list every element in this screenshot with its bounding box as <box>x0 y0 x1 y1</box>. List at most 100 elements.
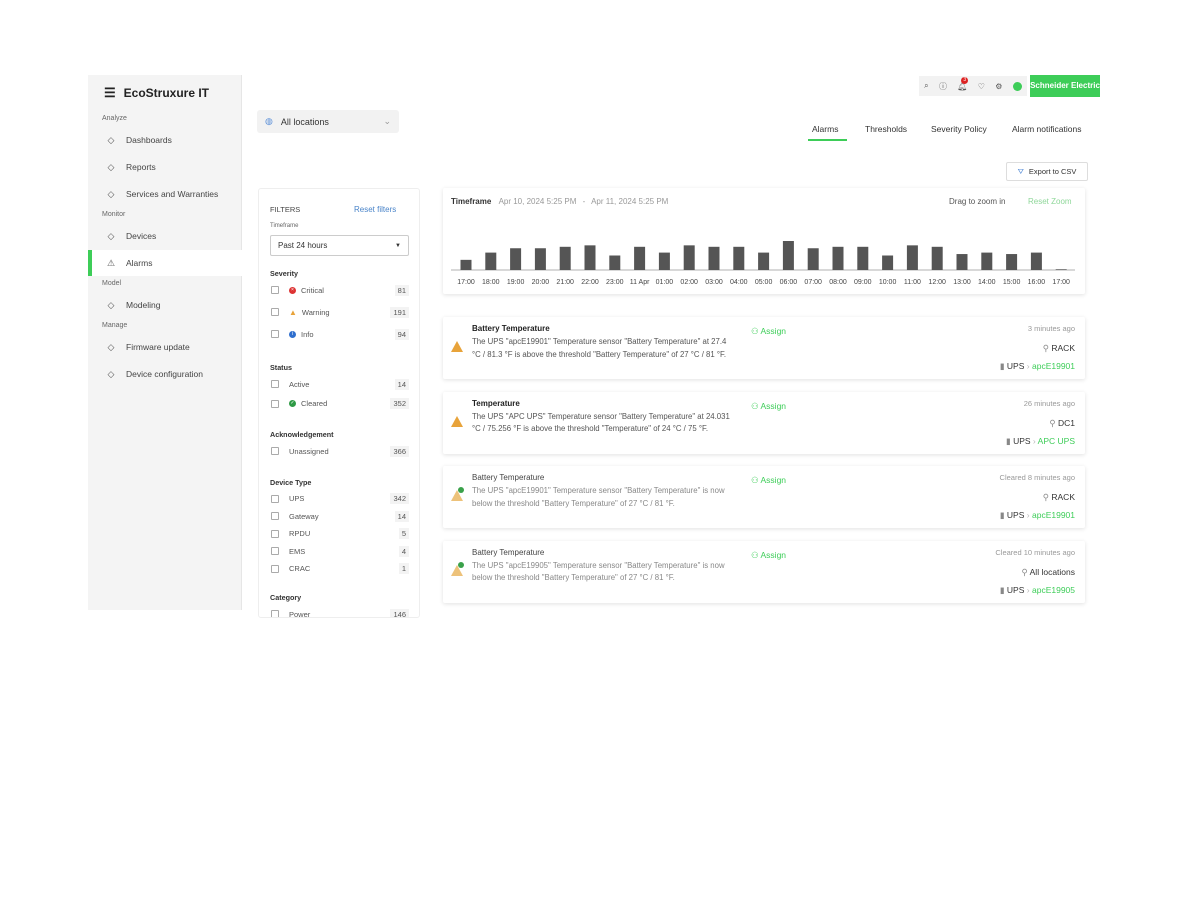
bar[interactable] <box>733 246 745 270</box>
search-icon[interactable]: ⌕ <box>924 81 929 90</box>
bar[interactable] <box>906 245 918 270</box>
bar[interactable] <box>683 245 695 270</box>
filter-group-title: Category <box>270 593 302 602</box>
tab-alarm-notifications[interactable]: Alarm notifications <box>1012 124 1082 134</box>
device-link[interactable]: apcE19901 <box>1031 361 1075 371</box>
tab-thresholds[interactable]: Thresholds <box>865 124 908 134</box>
alarm-card[interactable]: Battery Temperature The UPS "apcE19905" … <box>443 540 1085 603</box>
checkbox[interactable] <box>271 308 279 316</box>
filter-option[interactable]: Power 146 <box>271 607 409 617</box>
x-tick-label: 20:00 <box>532 279 550 286</box>
filter-option[interactable]: UPS 342 <box>271 492 409 506</box>
bar[interactable] <box>460 259 472 270</box>
bar[interactable] <box>931 246 943 270</box>
checkbox[interactable] <box>271 494 279 503</box>
assign-button[interactable]: ⚇ Assign <box>751 400 787 411</box>
alarm-location: ⚲ DC1 <box>1049 417 1075 428</box>
alarm-card[interactable]: Battery Temperature The UPS "apcE19901" … <box>443 466 1085 528</box>
bar[interactable] <box>807 248 819 270</box>
sidebar-item-reports[interactable]: ◇ Reports <box>107 161 156 173</box>
menu-icon[interactable]: ☰ <box>104 85 116 100</box>
device-icon: ◇ <box>107 230 115 241</box>
bar[interactable] <box>1030 252 1042 270</box>
checkbox[interactable] <box>271 330 279 338</box>
filter-option[interactable]: Gateway 14 <box>271 509 409 523</box>
checkbox[interactable] <box>271 547 279 555</box>
filter-group-title: Acknowledgement <box>270 430 334 439</box>
bar[interactable] <box>634 246 646 270</box>
alarm-device: ▮ UPS › apcE19901 <box>999 361 1075 371</box>
bar[interactable] <box>510 248 522 270</box>
app-logo: ☰ EcoStruxure IT <box>104 85 210 100</box>
cleared-icon: ✓ <box>289 400 296 407</box>
device-link[interactable]: apcE19901 <box>1031 510 1075 520</box>
device-link[interactable]: apcE19905 <box>1031 584 1075 595</box>
help-icon[interactable]: ⓘ <box>938 81 947 91</box>
sidebar-item-devices[interactable]: ◇ Devices <box>107 230 157 242</box>
alarm-card[interactable]: Temperature The UPS "APC UPS" Temperatur… <box>443 391 1085 454</box>
bar[interactable] <box>882 255 894 271</box>
ups-icon: ▮ <box>999 361 1007 371</box>
bar[interactable] <box>584 245 596 270</box>
timeframe-select[interactable]: Past 24 hours ▼ <box>270 235 409 256</box>
checkbox[interactable] <box>271 529 279 538</box>
filter-option[interactable]: Unassigned 366 <box>271 444 409 458</box>
tab-alarms[interactable]: Alarms <box>812 124 839 134</box>
assign-button[interactable]: ⚇ Assign <box>751 475 787 485</box>
filter-option[interactable]: ▲ Warning 191 <box>271 305 409 319</box>
checkbox[interactable] <box>271 447 279 455</box>
filter-option[interactable]: EMS 4 <box>271 544 409 558</box>
bar[interactable] <box>1006 254 1018 270</box>
filter-option[interactable]: ✓ Cleared 352 <box>271 397 409 411</box>
bar[interactable] <box>981 252 993 270</box>
filter-group-title: Severity <box>270 269 298 278</box>
filter-option[interactable]: CRAC 1 <box>271 562 409 576</box>
bar[interactable] <box>485 252 497 270</box>
assign-button[interactable]: ⚇ Assign <box>751 549 787 560</box>
bar[interactable] <box>956 254 968 270</box>
sidebar-item-firmware-update[interactable]: ◇ Firmware update <box>107 341 190 353</box>
alarm-time: 26 minutes ago <box>1023 398 1075 408</box>
sidebar-item-modeling[interactable]: ◇ Modeling <box>107 299 161 311</box>
bar[interactable] <box>758 252 770 270</box>
reset-zoom-button[interactable]: Reset Zoom <box>1028 197 1072 206</box>
gear-icon[interactable]: ⚙ <box>995 81 1003 91</box>
bar[interactable] <box>609 255 621 271</box>
checkbox[interactable] <box>271 564 279 573</box>
checkbox[interactable] <box>271 399 279 408</box>
sidebar-item-device-configuration[interactable]: ◇ Device configuration <box>107 368 204 380</box>
filter-option[interactable]: RPDU 5 <box>271 527 409 541</box>
alarm-histogram[interactable]: 17:00 18:00 19:00 20:00 21:00 22:00 23:00 11 Ap… <box>443 188 1085 294</box>
checkbox[interactable] <box>271 380 279 388</box>
checkbox[interactable] <box>271 610 279 617</box>
user-avatar[interactable] <box>1012 81 1022 91</box>
sidebar-item-dashboards[interactable]: ◇ Dashboards <box>107 134 172 146</box>
filter-count: 94 <box>394 328 409 340</box>
feedback-icon[interactable]: ♡ <box>977 81 985 91</box>
reset-filters-link[interactable]: Reset filters <box>354 205 397 214</box>
bar[interactable] <box>559 246 571 270</box>
bar[interactable] <box>708 246 720 270</box>
alarm-card[interactable]: Battery Temperature The UPS "apcE19901" … <box>443 317 1085 379</box>
sidebar-item-services-and-warranties[interactable]: ◇ Services and Warranties <box>107 188 219 200</box>
location-selector[interactable]: ◍ All locations ⌄ <box>257 110 399 133</box>
filter-option[interactable]: × Critical 81 <box>271 283 409 297</box>
bell-icon[interactable]: 🔔︎ 3 <box>957 76 969 91</box>
checkbox[interactable] <box>271 286 279 294</box>
tab-severity-policy[interactable]: Severity Policy <box>931 124 987 134</box>
assign-button[interactable]: ⚇ Assign <box>751 326 787 336</box>
bar[interactable] <box>534 248 546 270</box>
sidebar-item-alarms[interactable]: ⚠ Alarms <box>88 250 242 276</box>
device-link[interactable]: APC UPS <box>1037 435 1075 446</box>
bar[interactable] <box>1055 269 1067 270</box>
alarm-icon: ⚠ <box>106 257 116 268</box>
bar[interactable] <box>658 252 670 270</box>
filter-count: 191 <box>390 306 409 318</box>
export-csv-button[interactable]: ⛛ Export to CSV <box>1006 162 1088 181</box>
filter-option[interactable]: Active 14 <box>271 377 409 391</box>
checkbox[interactable] <box>271 512 279 520</box>
filter-option[interactable]: i Info 94 <box>271 327 409 341</box>
bar[interactable] <box>782 241 794 270</box>
bar[interactable] <box>832 246 844 270</box>
bar[interactable] <box>857 246 869 270</box>
